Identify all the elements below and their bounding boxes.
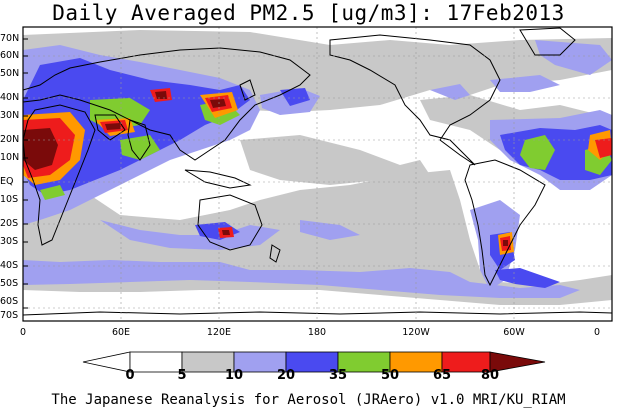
africa-coast bbox=[22, 104, 96, 246]
lat-label-70n: 70N bbox=[0, 33, 20, 44]
lon-label-0-end: 0 bbox=[593, 327, 601, 338]
lat-label-60s: 60S bbox=[0, 296, 19, 307]
footer-credit: The Japanese Reanalysis for Aerosol (JRA… bbox=[51, 392, 566, 408]
lon-label-120e: 120E bbox=[206, 327, 232, 338]
darkred-shading-over-80 bbox=[23, 91, 508, 246]
lat-label-40n: 40N bbox=[0, 92, 20, 103]
lat-label-20s: 20S bbox=[0, 218, 19, 229]
coastlines bbox=[22, 27, 613, 316]
blue-shading-20-35 bbox=[23, 58, 612, 288]
lat-label-70s: 70S bbox=[0, 310, 19, 321]
map-title: Daily Averaged PM2.5 [ug/m3]: 17Feb2013 bbox=[52, 1, 565, 25]
colorbar-label-20: 20 bbox=[276, 368, 296, 383]
lat-label-60n: 60N bbox=[0, 50, 20, 61]
lon-label-120w: 120W bbox=[402, 327, 430, 338]
arabia-coast bbox=[94, 114, 126, 141]
greenland-coast bbox=[519, 27, 576, 56]
lat-label-30n: 30N bbox=[0, 110, 20, 121]
lat-label-50n: 50N bbox=[0, 68, 20, 79]
lat-label-20n: 20N bbox=[0, 134, 20, 145]
australia-coast bbox=[197, 194, 263, 251]
india-coast bbox=[127, 119, 151, 161]
lat-label-10s: 10S bbox=[0, 194, 19, 205]
south-america-coast bbox=[464, 159, 546, 287]
colorbar-max-arrow bbox=[489, 351, 546, 373]
colorbar-label-5: 5 bbox=[177, 368, 187, 383]
map-frame bbox=[22, 26, 613, 322]
colorbar-label-35: 35 bbox=[328, 368, 348, 383]
japan-coast bbox=[239, 79, 256, 101]
colorbar-label-50: 50 bbox=[380, 368, 400, 383]
lat-label-eq: EQ bbox=[0, 176, 14, 187]
colorbar bbox=[82, 351, 546, 373]
north-america-coast bbox=[329, 34, 501, 166]
colorbar-label-10: 10 bbox=[224, 368, 244, 383]
newzealand-coast bbox=[269, 244, 281, 263]
lat-label-50s: 50S bbox=[0, 278, 19, 289]
lon-label-60e: 60E bbox=[111, 327, 131, 338]
lat-ticks bbox=[23, 38, 28, 309]
colorbar-label-65: 65 bbox=[432, 368, 452, 383]
colorbar-label-0: 0 bbox=[125, 368, 135, 383]
lon-label-60w: 60W bbox=[503, 327, 525, 338]
graticule bbox=[23, 27, 612, 321]
lat-label-30s: 30S bbox=[0, 236, 19, 247]
europe-asia-coast bbox=[22, 47, 311, 161]
lat-label-40s: 40S bbox=[0, 260, 19, 271]
colorbar-label-80: 80 bbox=[480, 368, 500, 383]
antarctica-coast bbox=[22, 311, 613, 316]
lat-label-10n: 10N bbox=[0, 152, 20, 163]
lon-label-180: 180 bbox=[307, 327, 327, 338]
lon-label-0: 0 bbox=[19, 327, 27, 338]
